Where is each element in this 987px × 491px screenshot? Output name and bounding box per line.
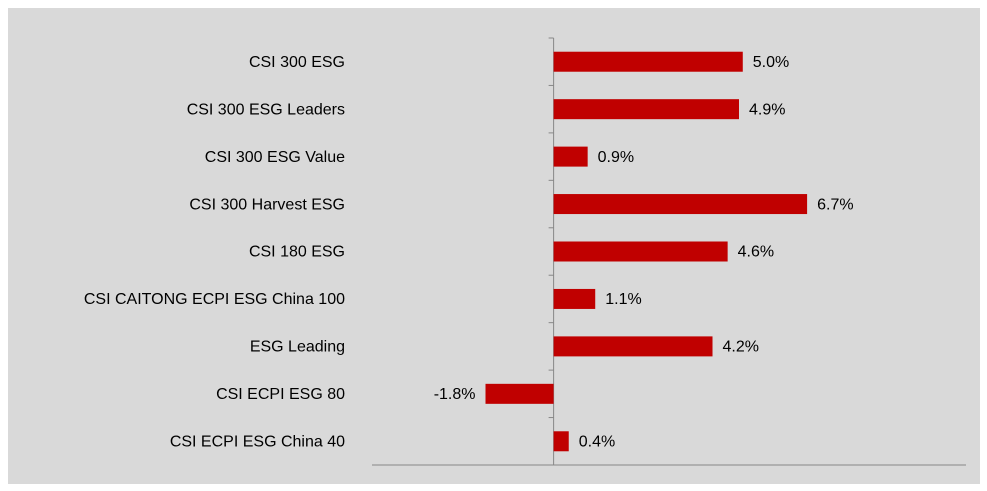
- y-tick-label: CSI 300 ESG Leaders: [187, 101, 345, 118]
- chart-background: [8, 8, 980, 484]
- bar: [553, 146, 588, 167]
- data-label: 4.6%: [738, 244, 774, 261]
- bar: [553, 431, 569, 452]
- y-tick-label: CSI 300 ESG: [249, 54, 345, 71]
- y-tick-label: CSI ECPI ESG 80: [216, 386, 345, 403]
- data-label: 5.0%: [753, 54, 789, 71]
- bar: [553, 99, 739, 120]
- y-tick-label: CSI CAITONG ECPI ESG China 100: [84, 291, 345, 308]
- bar: [485, 383, 554, 404]
- data-label: 4.2%: [723, 339, 759, 356]
- data-label: 0.4%: [579, 433, 615, 450]
- bar: [553, 288, 596, 309]
- bar: [553, 51, 743, 72]
- y-tick-label: CSI 300 ESG Value: [205, 149, 345, 166]
- data-label: 4.9%: [749, 101, 785, 118]
- bar: [553, 194, 808, 215]
- data-label: 6.7%: [817, 196, 853, 213]
- y-tick-label: CSI 300 Harvest ESG: [189, 196, 345, 213]
- data-label: -1.8%: [434, 386, 476, 403]
- y-tick-label: CSI ECPI ESG China 40: [170, 433, 345, 450]
- y-tick-label: CSI 180 ESG: [249, 244, 345, 261]
- bar: [553, 241, 728, 262]
- data-label: 1.1%: [605, 291, 641, 308]
- data-label: 0.9%: [598, 149, 634, 166]
- bar: [553, 336, 713, 357]
- y-tick-label: ESG Leading: [250, 339, 345, 356]
